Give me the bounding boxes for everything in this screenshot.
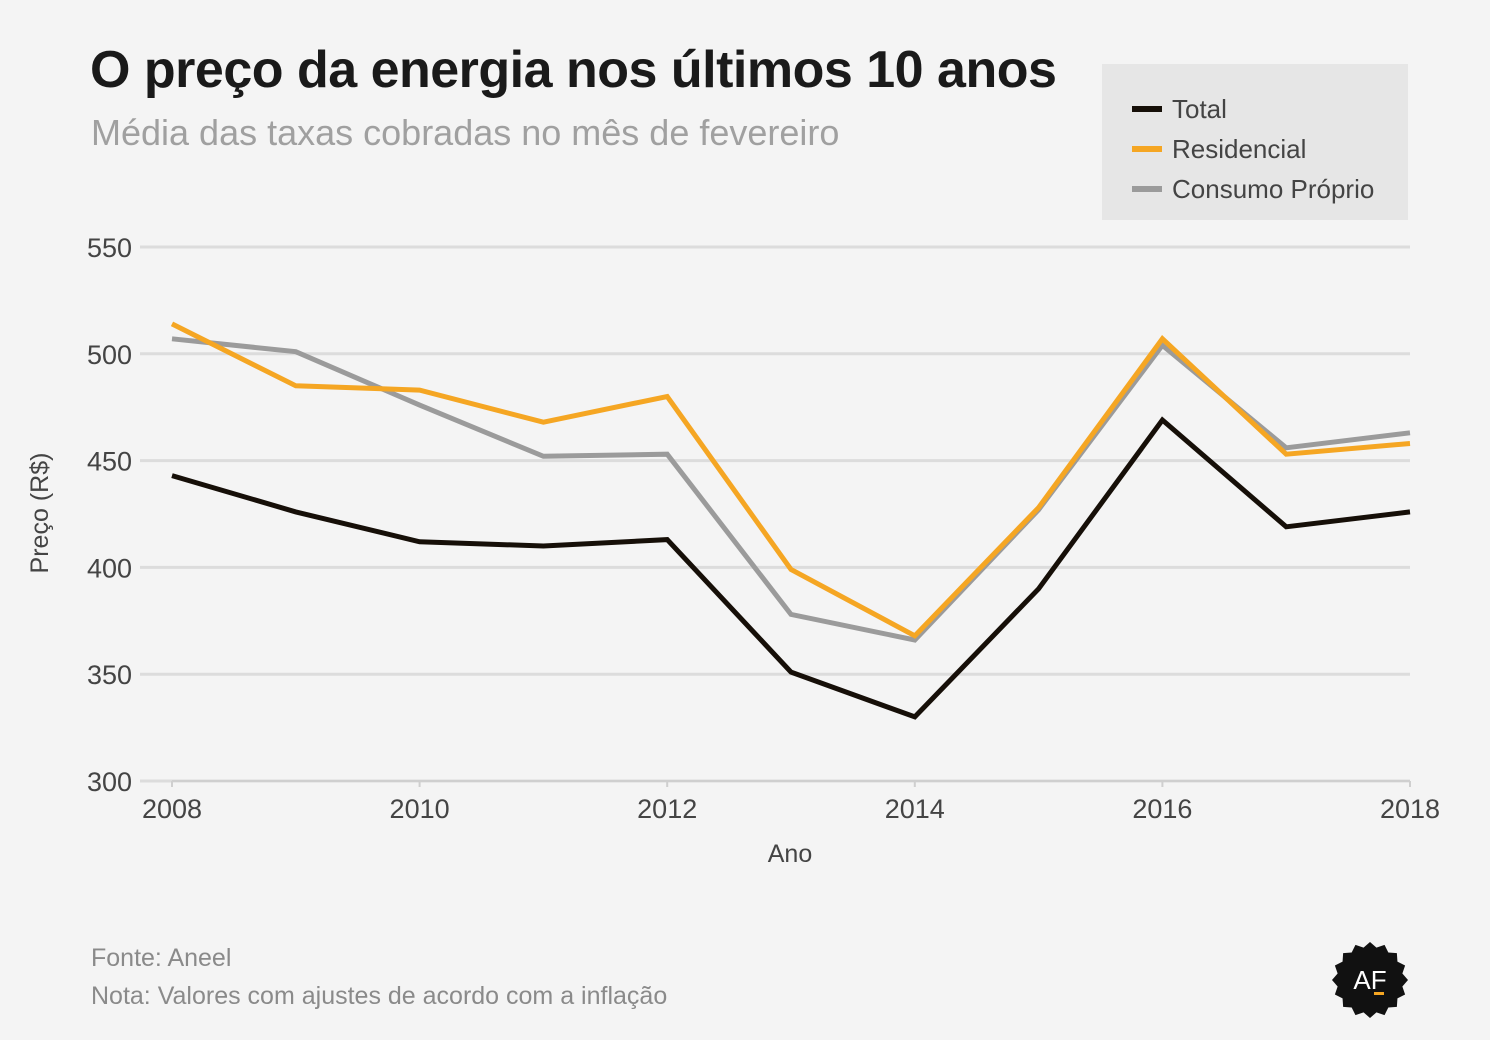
legend-swatch-consumo-proprio [1132, 186, 1162, 192]
legend-swatch-residencial [1132, 146, 1162, 152]
y-tick-label-450: 450 [87, 447, 132, 477]
legend-swatch-total [1132, 106, 1162, 112]
legend-item-residencial: Residencial [1132, 134, 1306, 164]
x-tick-label-2010: 2010 [390, 794, 450, 824]
x-tick-label-2008: 2008 [142, 794, 202, 824]
x-tick-label-2014: 2014 [885, 794, 945, 824]
logo-accent [1374, 992, 1384, 995]
footnote: Nota: Valores com ajustes de acordo com … [91, 982, 668, 1010]
legend-label-total: Total [1172, 93, 1227, 124]
y-tick-label-300: 300 [87, 767, 132, 797]
chart-title: O preço da energia nos últimos 10 anos [90, 41, 1057, 99]
legend-label-consumo-proprio: Consumo Próprio [1172, 173, 1375, 204]
legend-item-consumo-proprio: Consumo Próprio [1132, 174, 1374, 204]
y-tick-label-500: 500 [87, 340, 132, 370]
y-axis-label: Preço (R$) [26, 453, 54, 574]
x-axis-label: Ano [768, 840, 812, 868]
source-note: Fonte: Aneel [91, 944, 232, 972]
series-line-residencial [170, 321, 1411, 639]
series-line-total [171, 416, 1411, 720]
y-tick-label-350: 350 [87, 660, 132, 690]
chart-subtitle: Média das taxas cobradas no mês de fever… [91, 112, 840, 153]
y-tick-label-400: 400 [87, 553, 132, 583]
legend-label-residencial: Residencial [1172, 133, 1307, 164]
x-tick-label-2016: 2016 [1132, 794, 1192, 824]
x-tick-label-2012: 2012 [637, 794, 697, 824]
x-tick-label-2018: 2018 [1380, 794, 1440, 824]
legend-item-total: Total [1132, 94, 1227, 124]
y-tick-label-550: 550 [87, 233, 132, 263]
logo-badge [1332, 942, 1408, 1018]
series-line-consumo-pr-prio [171, 336, 1411, 643]
logo-text: AF [1353, 965, 1386, 995]
af-logo: AF [1332, 942, 1408, 1018]
legend: Total Residencial Consumo Próprio [1102, 64, 1408, 220]
